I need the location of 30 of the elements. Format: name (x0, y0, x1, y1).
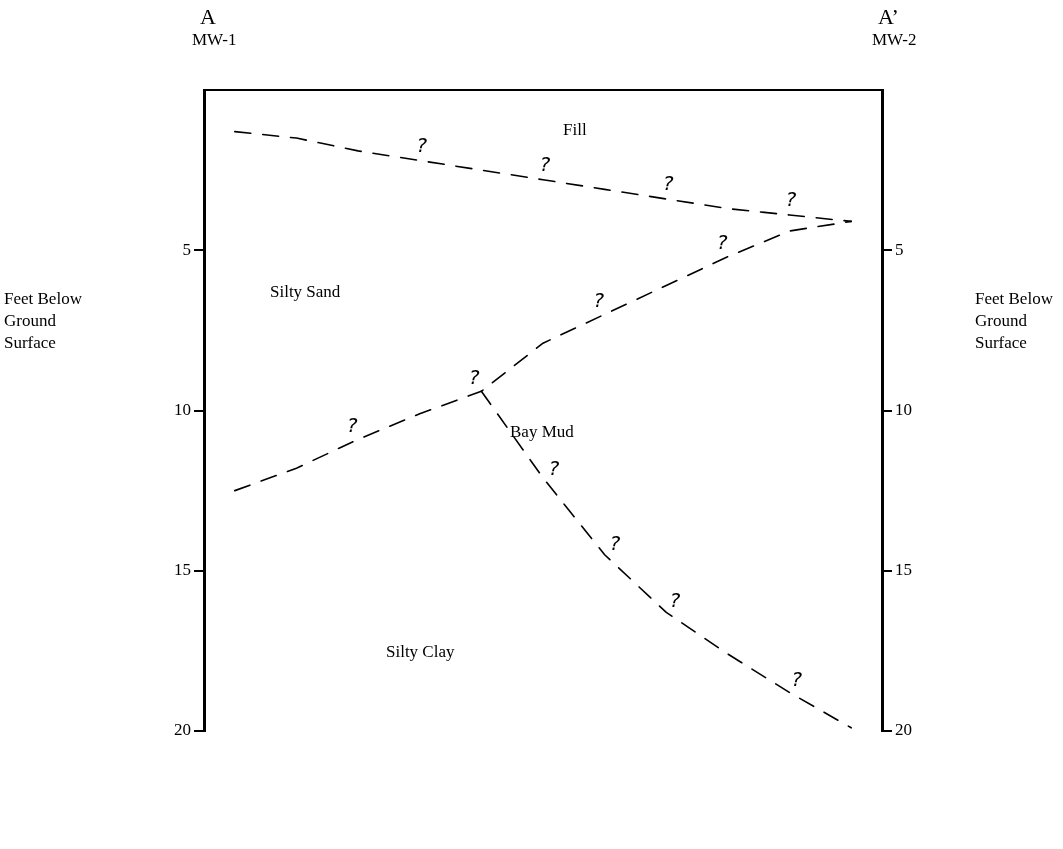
annotation: Silty Sand (270, 282, 341, 302)
annotation: Bay Mud (510, 422, 574, 442)
text: MW-1 (192, 30, 237, 50)
y2-tick-label: 10 (895, 399, 912, 419)
data-label: ? (785, 187, 797, 212)
data-label: ? (416, 132, 428, 157)
data-label: ? (669, 587, 681, 612)
y-tick-label: 5 (182, 239, 191, 259)
y-tick-label: 10 (174, 399, 191, 419)
text: Feet Below Ground Surface (4, 288, 83, 354)
data-label: ? (469, 365, 481, 390)
annotation: Silty Clay (386, 642, 455, 662)
data-label: ? (609, 531, 621, 556)
y2-tick-label: 5 (895, 239, 904, 259)
y2-tick-label: 20 (895, 720, 912, 740)
data-label: ? (539, 152, 551, 177)
data-label: ? (663, 171, 675, 196)
text: A’ (878, 4, 899, 30)
data-label: ? (716, 230, 728, 255)
data-label: ? (548, 455, 560, 480)
y-tick-label: 20 (174, 720, 191, 740)
y2-tick-label: 15 (895, 560, 912, 580)
data-label: ? (791, 666, 803, 691)
text: Feet Below Ground Surface (975, 288, 1054, 354)
text: MW-2 (872, 30, 917, 50)
text: A (200, 4, 216, 30)
data-label: ? (347, 412, 359, 437)
data-label: ? (593, 287, 605, 312)
annotation: Fill (563, 120, 587, 140)
y-tick-label: 15 (174, 560, 191, 580)
